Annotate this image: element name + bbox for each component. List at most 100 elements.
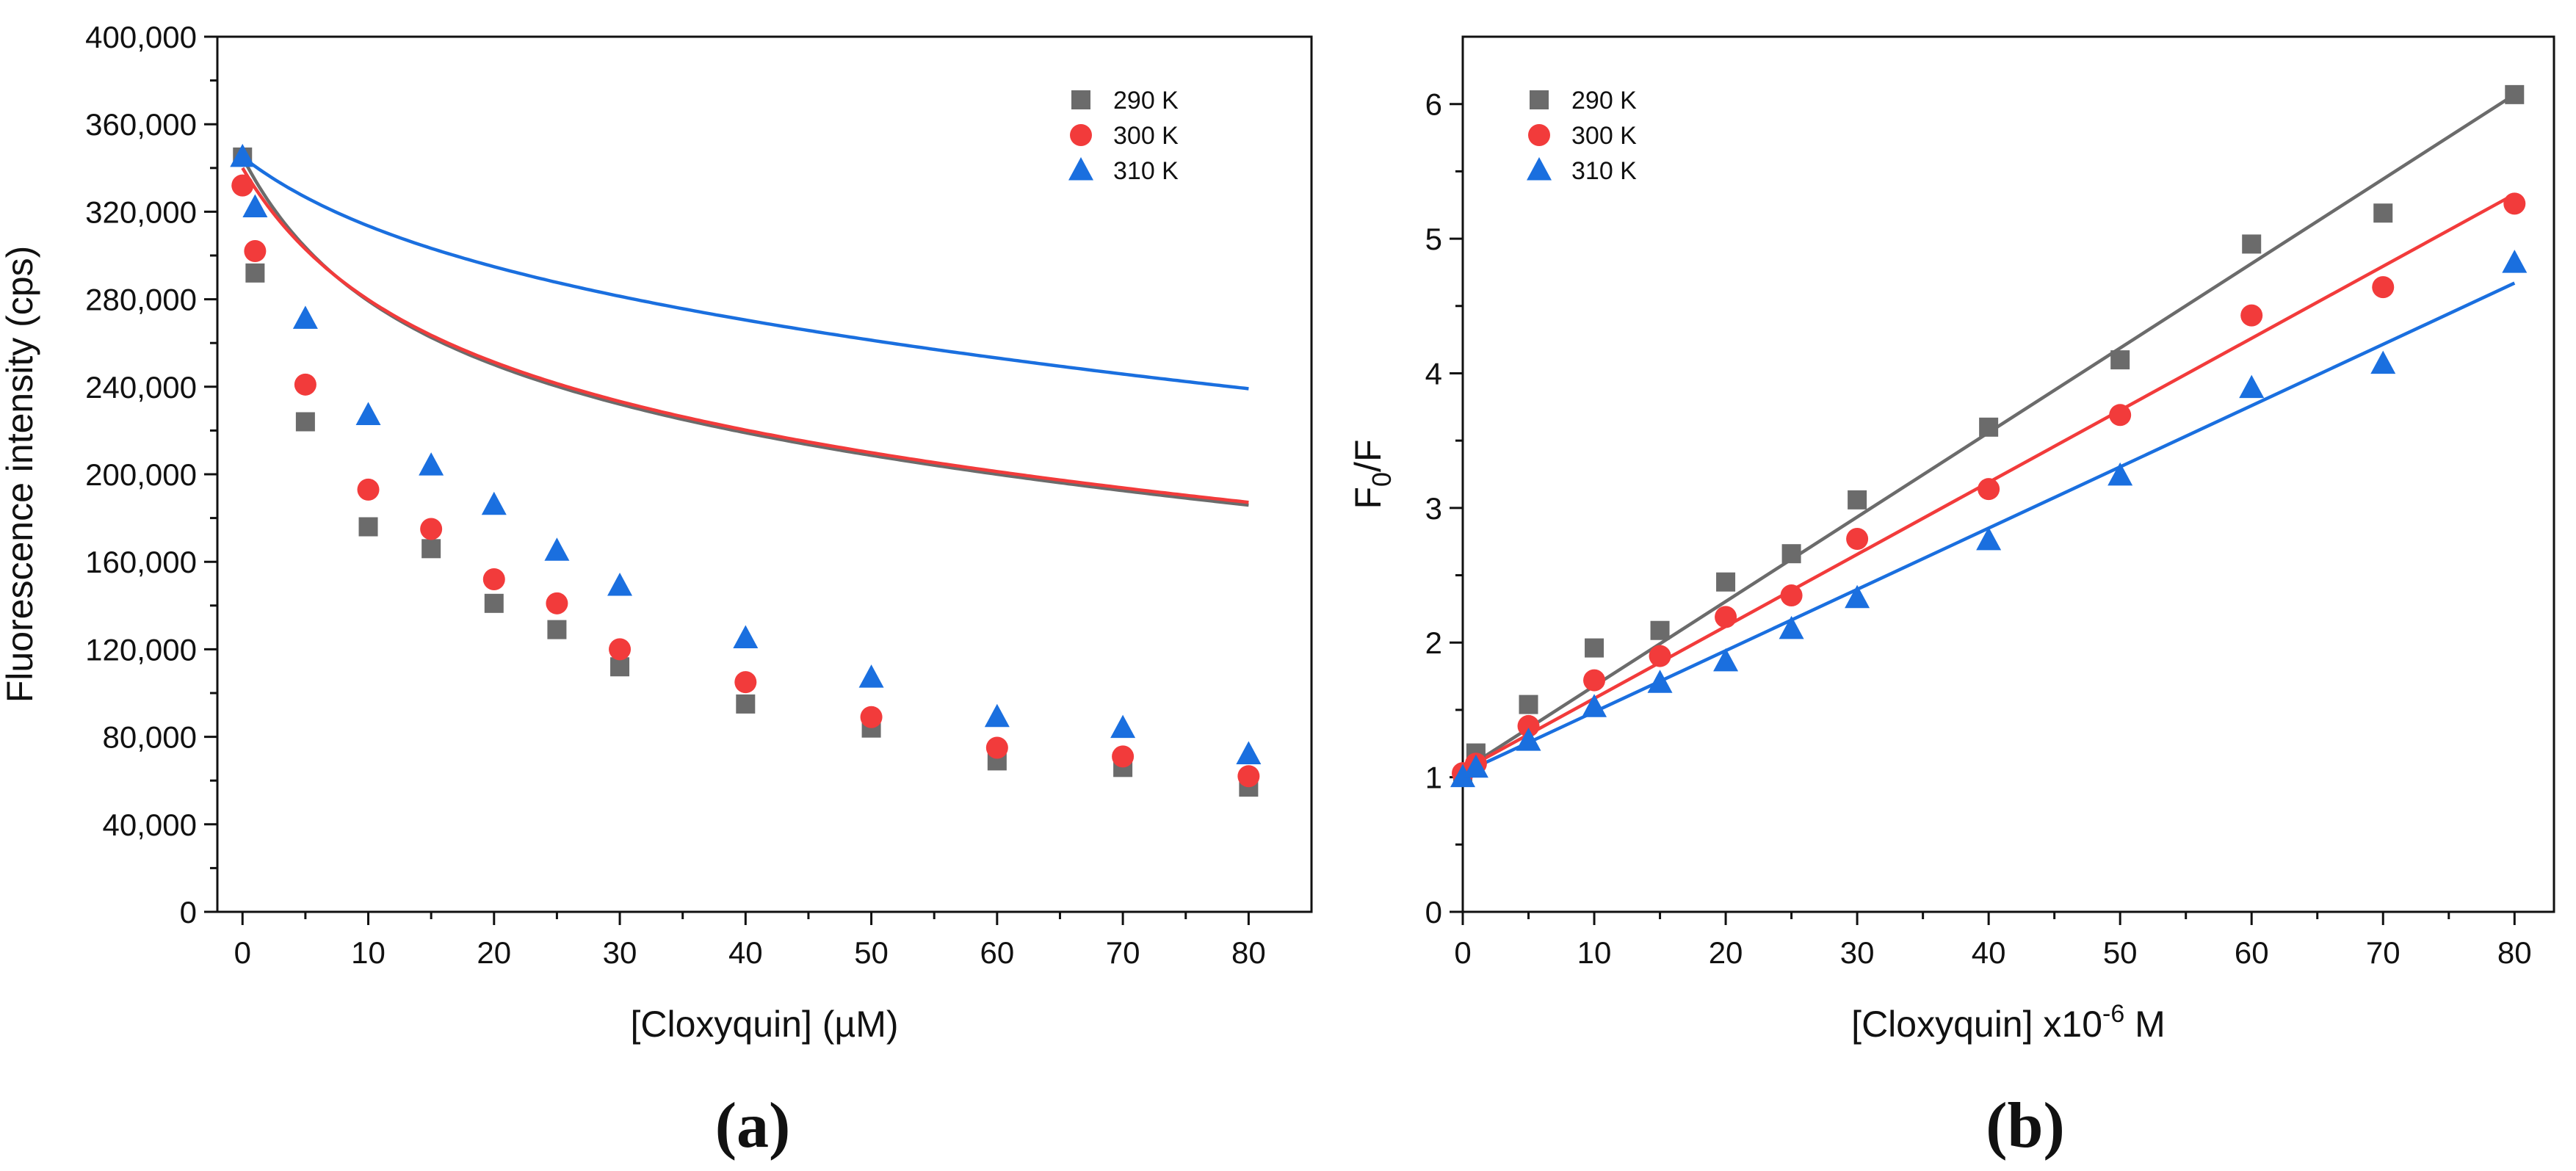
data-point-310-K (1236, 741, 1262, 764)
x-tick-label: 70 (2366, 935, 2400, 970)
legend-marker (1070, 124, 1092, 146)
data-point-310-K (1976, 526, 2002, 551)
data-point-310-K (1516, 728, 1541, 751)
data-point-300-K (294, 373, 316, 396)
data-point-310-K (230, 143, 256, 167)
legend-label: 300 K (1113, 122, 1179, 150)
data-point-300-K (231, 174, 254, 197)
y-tick-label: 360,000 (85, 107, 197, 142)
data-point-290-K (295, 412, 315, 432)
data-point-290-K (2505, 84, 2525, 104)
data-point-290-K (2110, 350, 2130, 370)
data-point-290-K (1848, 490, 1867, 510)
data-point-310-K (607, 572, 633, 596)
x-tick-label: 30 (603, 935, 637, 970)
data-point-310-K (2370, 350, 2396, 374)
data-point-300-K (734, 671, 757, 694)
chart-panel-b: 0 10 20 30 40 50 60 70 80 0 1 2 3 4 5 6 290 K 300 K 310 K [… (1347, 35, 2555, 1161)
data-point-290-K (1716, 572, 1736, 592)
x-tick-label: 30 (1840, 935, 1875, 970)
data-point-310-K (419, 452, 444, 476)
data-point-300-K (985, 736, 1008, 759)
data-point-300-K (2372, 276, 2395, 299)
data-point-290-K (2373, 203, 2393, 223)
panel-label: (b) (1986, 1090, 2065, 1161)
y-tick-label: 80,000 (103, 720, 197, 755)
data-point-290-K (484, 593, 504, 613)
plot-frame (1461, 35, 2555, 913)
data-point-300-K (546, 592, 568, 614)
data-point-300-K (1978, 478, 2000, 501)
data-point-290-K (1979, 417, 1999, 437)
data-point-290-K (245, 263, 265, 283)
data-point-300-K (860, 706, 883, 728)
y-axis-label: F0/F (1347, 439, 1397, 509)
data-point-310-K (1463, 754, 1488, 778)
x-tick-label: 80 (2497, 935, 2532, 970)
y-tick-label: 0 (1425, 895, 1442, 929)
y-tick-label: 40,000 (103, 808, 197, 842)
data-point-290-K (547, 620, 567, 639)
data-point-290-K (1519, 695, 1538, 714)
fit-curve-300-K (241, 167, 1249, 504)
y-tick-label: 280,000 (85, 283, 197, 317)
legend-label: 310 K (1113, 157, 1179, 185)
data-point-310-K (242, 194, 268, 217)
legend-marker (1068, 157, 1093, 181)
data-point-310-K (544, 537, 570, 561)
data-point-300-K (1780, 584, 1803, 607)
x-tick-label: 60 (980, 935, 1014, 970)
legend-label: 290 K (1571, 87, 1637, 115)
y-tick-label: 0 (180, 895, 197, 929)
x-tick-label: 10 (1577, 935, 1612, 970)
data-point-300-K (1112, 745, 1135, 768)
legend-marker (1530, 90, 1549, 109)
y-axis-label: Fluorescence intensity (cps) (0, 246, 40, 703)
legend-label: 310 K (1571, 157, 1637, 185)
data-point-290-K (1781, 544, 1801, 564)
x-tick-label: 50 (854, 935, 889, 970)
data-point-310-K (1647, 670, 1673, 693)
y-tick-label: 6 (1425, 87, 1442, 122)
y-tick-label: 160,000 (85, 545, 197, 579)
data-point-310-K (481, 491, 507, 515)
y-tick-label: 1 (1425, 761, 1442, 795)
x-tick-label: 50 (2103, 935, 2138, 970)
y-tick-label: 320,000 (85, 195, 197, 229)
data-point-300-K (1715, 606, 1737, 628)
data-point-300-K (2503, 192, 2526, 215)
data-point-310-K (1779, 615, 1804, 639)
legend-label: 290 K (1113, 87, 1179, 115)
data-point-310-K (1110, 714, 1136, 739)
y-tick-label: 2 (1425, 626, 1442, 660)
data-point-290-K (1585, 638, 1604, 658)
data-point-300-K (1517, 714, 1540, 737)
y-tick-label: 240,000 (85, 370, 197, 405)
y-tick-label: 4 (1425, 356, 1442, 391)
fit-curve-310-K (241, 156, 1249, 391)
data-point-290-K (2242, 234, 2262, 254)
y-tick-label: 200,000 (85, 457, 197, 492)
data-point-310-K (2108, 462, 2133, 486)
data-point-310-K (984, 703, 1010, 728)
data-point-300-K (482, 568, 505, 591)
data-point-290-K (610, 657, 630, 677)
data-point-310-K (1713, 648, 1739, 672)
data-point-290-K (1650, 620, 1670, 640)
data-point-310-K (2239, 374, 2265, 399)
data-point-290-K (422, 539, 441, 559)
data-point-310-K (1845, 584, 1870, 609)
y-tick-label: 120,000 (85, 632, 197, 667)
data-point-310-K (292, 305, 318, 329)
fit-curve-290-K (241, 156, 1249, 507)
data-point-310-K (1450, 764, 1475, 788)
chart-panel-a: 0 10 20 30 40 50 60 70 80 0 40,000 80,000 120,000 160… (0, 20, 1313, 1161)
data-point-300-K (244, 240, 267, 263)
data-point-300-K (1583, 669, 1606, 692)
x-axis-label: [Cloxyquin] (µM) (631, 1004, 899, 1045)
legend-marker (1527, 157, 1552, 181)
y-tick-label: 400,000 (85, 20, 197, 54)
legend-label: 300 K (1571, 122, 1637, 150)
data-point-300-K (357, 478, 380, 501)
